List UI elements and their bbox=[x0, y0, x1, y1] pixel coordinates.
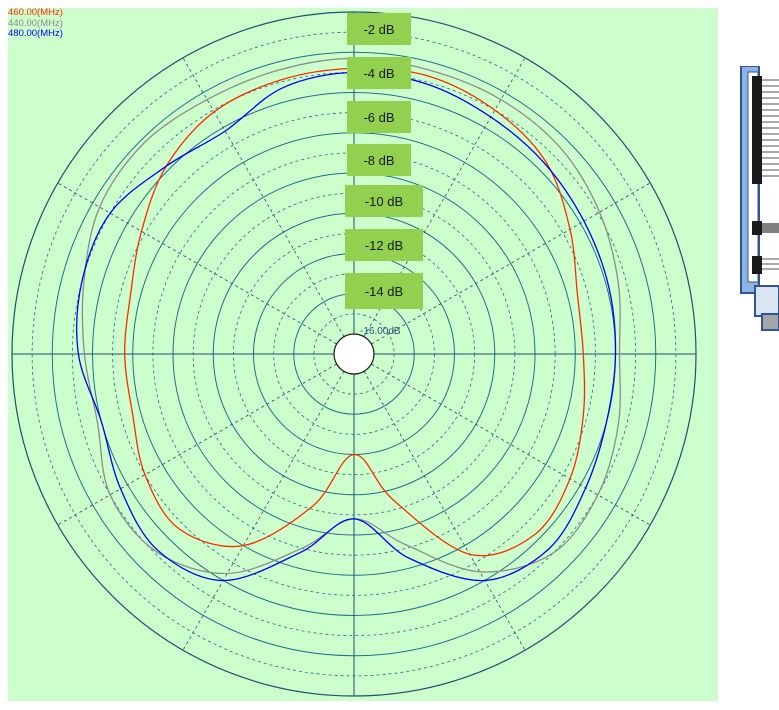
inner-ring-16db bbox=[333, 333, 375, 375]
connector-block-top bbox=[752, 76, 762, 184]
connector-pins-top bbox=[762, 79, 779, 177]
connector-block-low bbox=[752, 256, 762, 274]
device-illustration bbox=[740, 66, 779, 331]
device-foot bbox=[761, 313, 779, 331]
series-layer bbox=[76, 57, 621, 582]
ring-label-4db: -4 dB bbox=[347, 57, 411, 89]
series-1-curve bbox=[124, 67, 586, 557]
ring-label-14db: -14 dB bbox=[345, 273, 423, 309]
chart-legend: 460.00(MHz) 440.00(MHz) 480.00(MHz) bbox=[8, 8, 63, 40]
series-3-curve bbox=[76, 71, 617, 582]
ring-label-6db: -6 dB bbox=[347, 101, 411, 133]
ring-label-10db: -10 dB bbox=[345, 185, 423, 217]
ring-label-12db: -12 dB bbox=[345, 229, 423, 261]
legend-entry-1: 460.00(MHz) bbox=[8, 8, 63, 18]
legend-entry-2: 440.00(MHz) bbox=[8, 17, 63, 29]
device-base bbox=[754, 285, 779, 317]
connector-block-mid bbox=[752, 221, 762, 235]
connector-pins-low bbox=[762, 258, 779, 270]
legend-entry-3: 480.00(MHz) bbox=[8, 28, 63, 39]
center-value-label: -16.00dB bbox=[360, 326, 401, 337]
ring-label-8db: -8 dB bbox=[347, 144, 411, 176]
series-2-curve bbox=[81, 57, 621, 575]
ring-label-2db: -2 dB bbox=[347, 13, 411, 45]
connector-grey-mid bbox=[762, 223, 779, 233]
